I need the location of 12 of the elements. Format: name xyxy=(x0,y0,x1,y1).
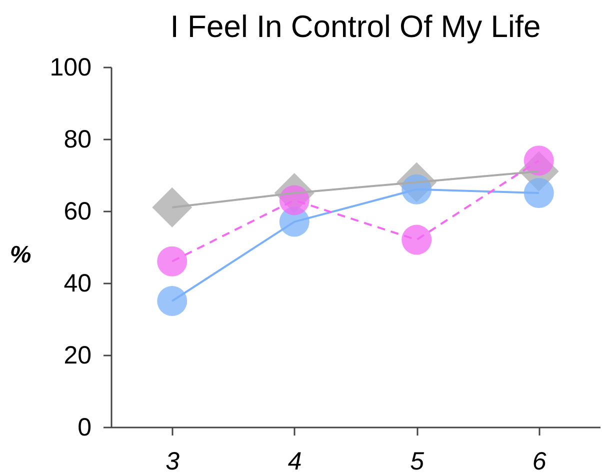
y-tick-label: 20 xyxy=(64,342,92,370)
x-tick-label: 3 xyxy=(166,448,180,474)
x-tick-label: 4 xyxy=(288,448,302,474)
x-tick-label: 6 xyxy=(532,448,546,474)
y-tick-label: 80 xyxy=(64,126,92,154)
x-tick-label: 5 xyxy=(410,448,424,474)
y-tick-label: 100 xyxy=(50,54,92,82)
chart-title: I Feel In Control Of My Life xyxy=(170,9,541,44)
y-tick-label: 0 xyxy=(78,414,92,442)
y-tick-label: 60 xyxy=(64,198,92,226)
y-axis-title: % xyxy=(10,242,32,268)
y-tick-label: 40 xyxy=(64,270,92,298)
